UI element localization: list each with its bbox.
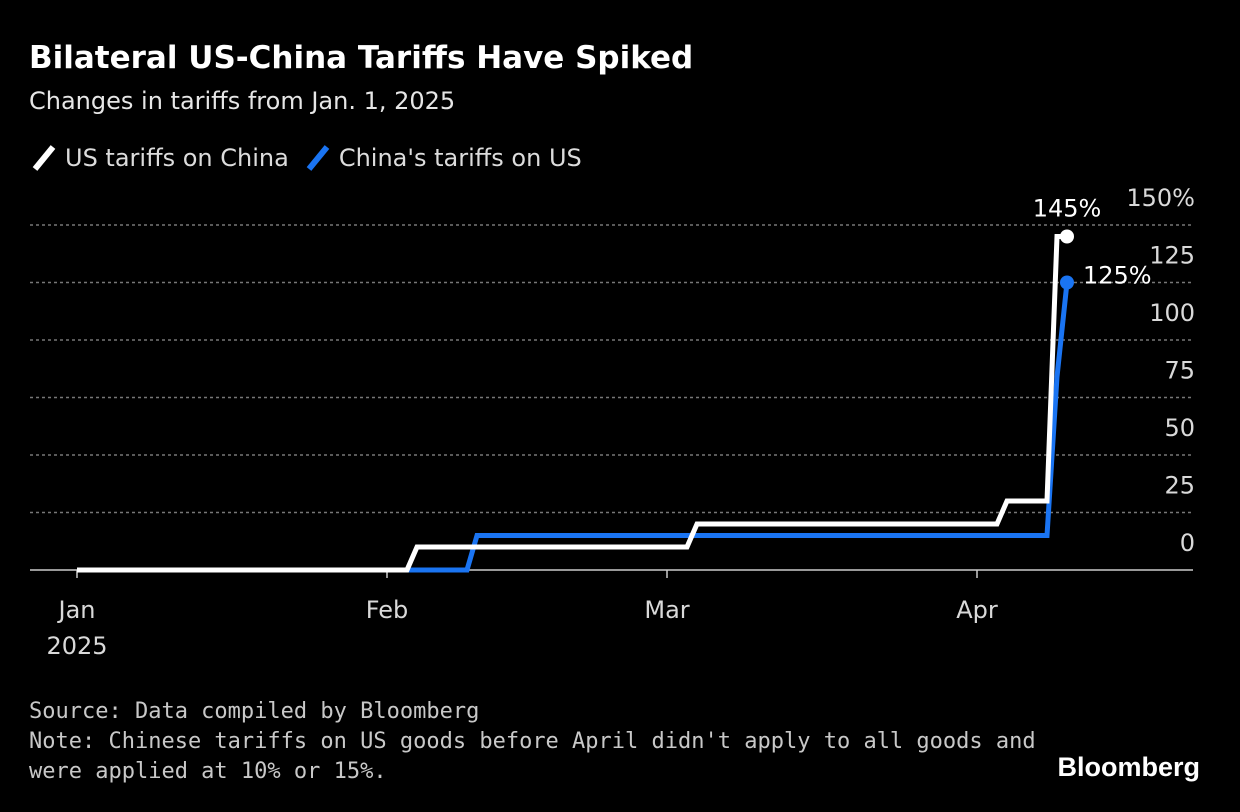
footnote-line-2: were applied at 10% or 15%.: [29, 759, 387, 784]
y-tick-label: 100: [1149, 299, 1195, 327]
y-tick-label: 150%: [1126, 184, 1195, 212]
end-label-china: 125%: [1083, 262, 1152, 290]
legend-item-us: US tariffs on China: [29, 143, 289, 173]
x-tick-label: Jan: [57, 596, 96, 624]
footnote-line-1: Note: Chinese tariffs on US goods before…: [29, 729, 1036, 754]
x-tick-label: Feb: [366, 596, 409, 624]
source-note: Source: Data compiled by Bloomberg: [29, 699, 480, 724]
legend: US tariffs on China China's tariffs on U…: [29, 140, 596, 176]
y-tick-label: 50: [1164, 414, 1195, 442]
chart-title: Bilateral US-China Tariffs Have Spiked: [29, 40, 694, 76]
legend-swatch-us: [32, 145, 56, 171]
series-line-china-tariffs: [77, 282, 1070, 573]
bloomberg-logo: Bloomberg: [1057, 752, 1200, 782]
y-tick-label: 25: [1164, 472, 1195, 500]
x-tick-sublabel: 2025: [46, 632, 107, 660]
x-tick-label: Mar: [644, 596, 689, 624]
series-line-us-tariffs: [77, 234, 1067, 573]
legend-item-china: China's tariffs on US: [303, 143, 582, 173]
y-tick-label: 75: [1164, 357, 1195, 385]
legend-label-us: US tariffs on China: [65, 144, 289, 172]
x-tick-label: Apr: [956, 596, 998, 624]
legend-swatch-china: [306, 145, 330, 171]
y-tick-label: 125: [1149, 242, 1195, 270]
chart-subtitle: Changes in tariffs from Jan. 1, 2025: [29, 87, 456, 115]
end-marker-china: [1060, 275, 1074, 290]
legend-label-china: China's tariffs on US: [338, 144, 582, 172]
end-marker-us: [1060, 229, 1074, 244]
end-label-us: 145%: [1033, 195, 1102, 223]
y-tick-label: 0: [1180, 529, 1195, 557]
